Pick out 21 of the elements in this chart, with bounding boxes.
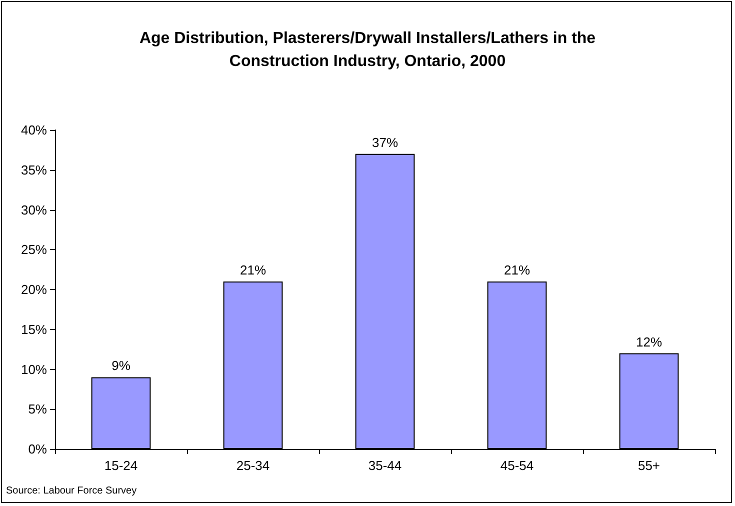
y-tick-label: 25%	[20, 242, 48, 258]
data-label: 9%	[112, 358, 131, 374]
data-label: 12%	[636, 334, 662, 350]
y-tick-label: 10%	[20, 362, 48, 377]
data-label: 21%	[240, 262, 266, 278]
x-tick-label: 55+	[638, 458, 660, 473]
data-label: 37%	[372, 134, 398, 150]
x-tick-label: 35-44	[368, 458, 402, 473]
y-tick-label: 5%	[28, 402, 48, 417]
y-tick-label: 15%	[20, 322, 48, 337]
y-tick-label: 30%	[20, 202, 48, 218]
x-tick-label: 15-24	[104, 458, 138, 473]
x-tick-label: 25-34	[236, 458, 270, 473]
y-tick-label: 20%	[20, 282, 48, 297]
data-label: 21%	[504, 262, 530, 278]
chart-title: Age Distribution, Plasterers/Drywall Installers/Lathers in the Construction Industry, Ontario, 2000	[139, 30, 596, 70]
y-tick-label: 40%	[20, 122, 48, 138]
source-note: Source: Labour Force Survey	[6, 486, 137, 496]
y-tick-label: 35%	[20, 162, 48, 178]
y-tick-label: 0%	[28, 442, 48, 456]
x-tick-label: 45-54	[500, 458, 534, 473]
